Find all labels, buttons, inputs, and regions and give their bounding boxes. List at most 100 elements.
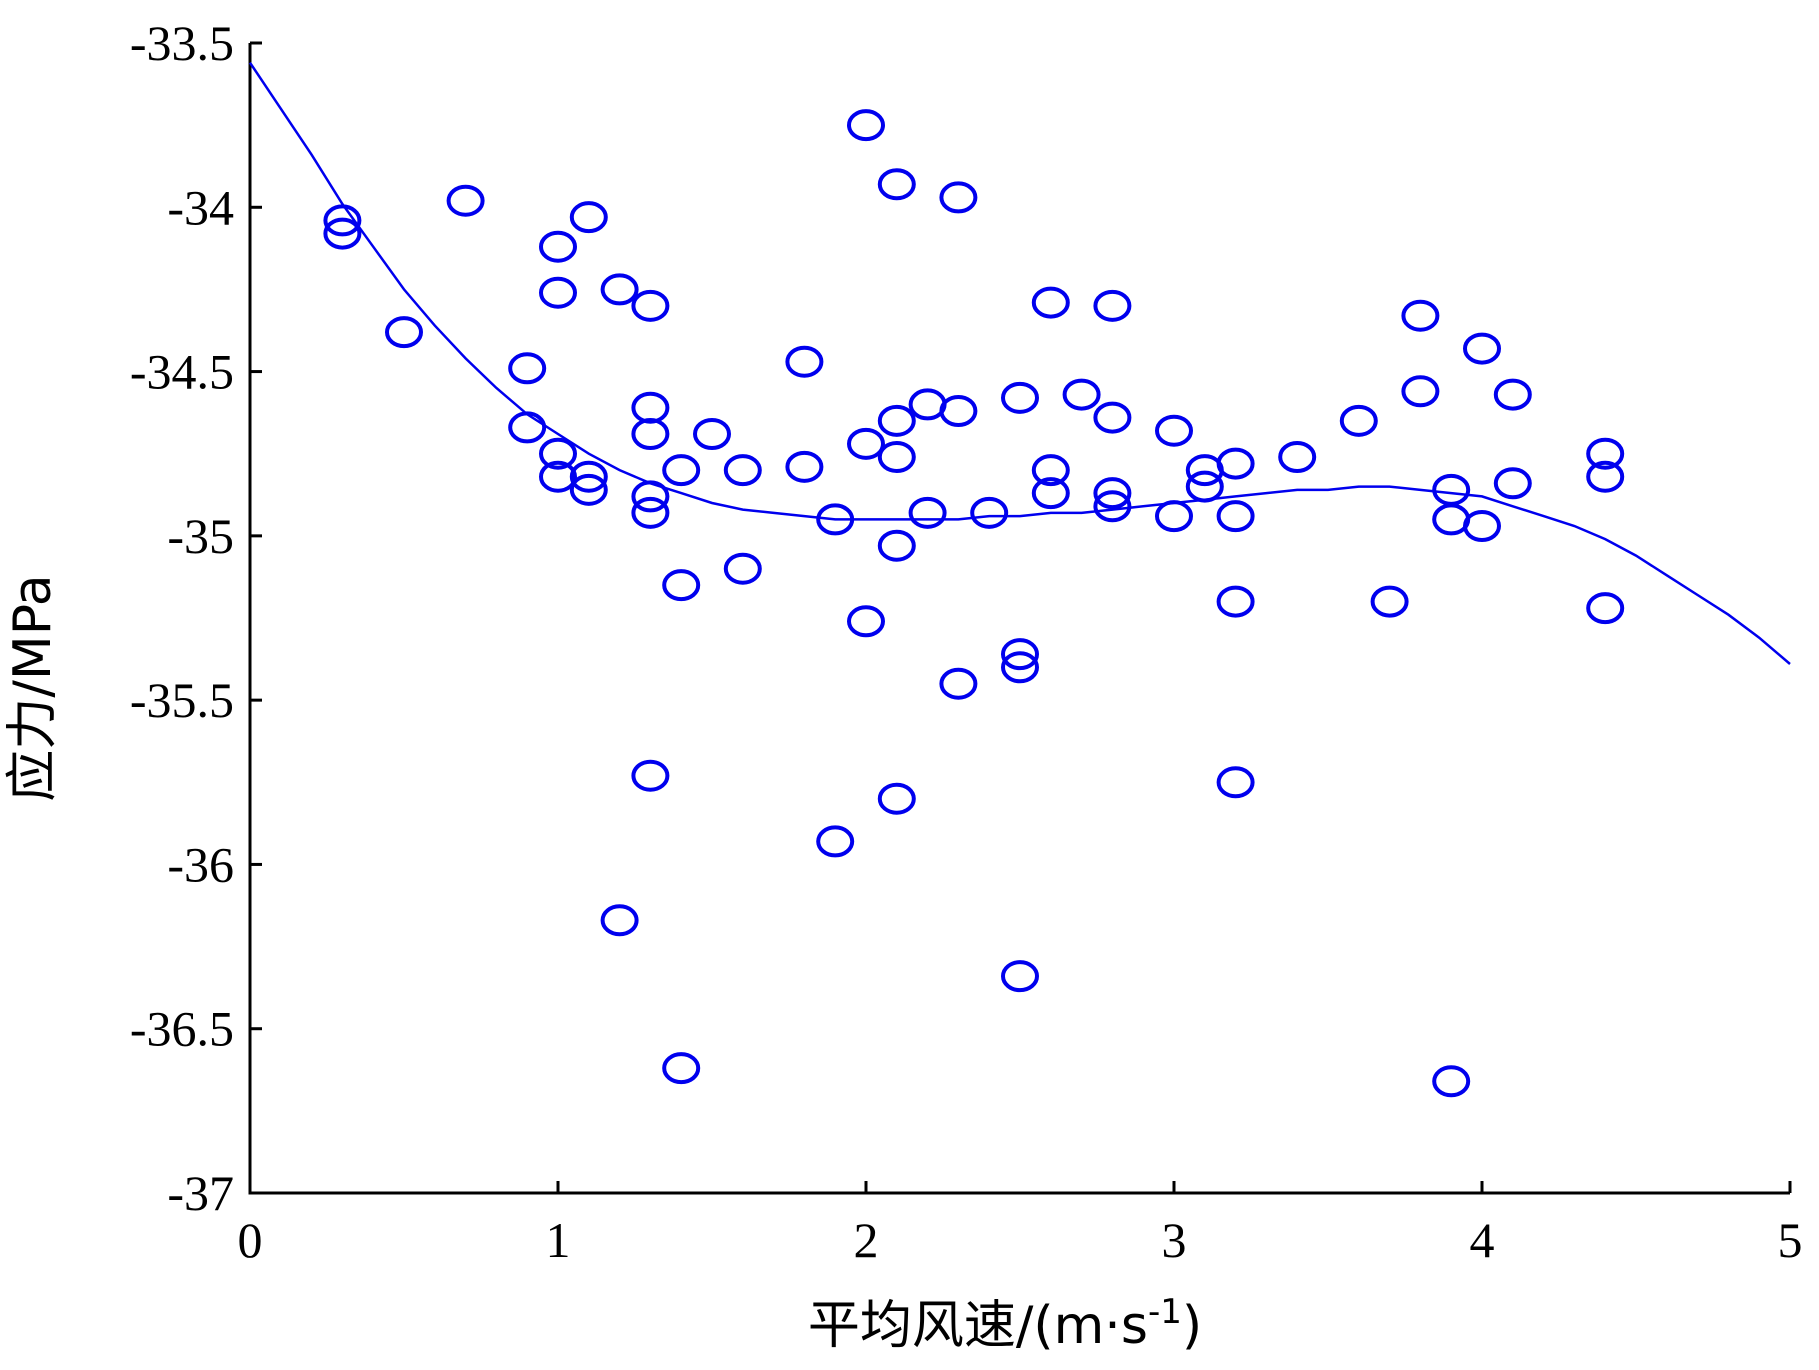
scatter-point (1093, 401, 1132, 434)
fit-curve (248, 62, 1791, 665)
scatter-point (323, 204, 362, 237)
x-axis-ticks: 0 1 2 3 4 5 (238, 1181, 1803, 1268)
scatter-point (600, 273, 639, 306)
scatter-point (1093, 289, 1132, 322)
scatter-point (631, 480, 670, 513)
scatter-points-series (323, 109, 1625, 1098)
y-axis-title: 应力/MPa (3, 574, 63, 801)
scatter-point (1001, 651, 1039, 684)
x-tick-label: 3 (1162, 1212, 1187, 1268)
scatter-point (1031, 286, 1070, 319)
scatter-point (539, 276, 577, 309)
y-tick-label: -34.5 (130, 344, 234, 400)
scatter-point (877, 441, 916, 473)
scatter-point (631, 391, 670, 424)
scatter-point (1278, 441, 1317, 473)
fit-line-series (248, 62, 1791, 665)
scatter-point (1001, 960, 1039, 993)
scatter-point (1370, 585, 1409, 618)
x-axis-title-superscript: -1 (1148, 1292, 1182, 1332)
scatter-point (785, 345, 824, 378)
scatter-point (569, 201, 608, 234)
scatter-point (569, 460, 608, 493)
scatter-point (631, 418, 670, 450)
scatter-point (785, 450, 824, 483)
scatter-point (539, 230, 577, 263)
scatter-point (1216, 447, 1255, 480)
scatter-point (908, 496, 947, 529)
scatter-point (1062, 378, 1101, 411)
scatter-point (693, 418, 731, 450)
y-tick-label: -33.5 (130, 15, 234, 71)
scatter-point (508, 411, 547, 444)
scatter-point (877, 529, 916, 562)
scatter-point (1216, 766, 1255, 799)
y-tick-label: -35.5 (130, 672, 234, 728)
scatter-point (385, 316, 423, 349)
scatter-point (1185, 470, 1224, 503)
scatter-point (1001, 381, 1039, 414)
scatter-point (1185, 454, 1224, 487)
scatter-point (1432, 503, 1471, 536)
y-tick-label: -35 (167, 508, 234, 564)
x-axis-title-close: ) (1182, 1296, 1202, 1356)
y-axis-ticks: -33.5 -34 -34.5 -35 -35.5 -36 -36.5 -37 (130, 15, 262, 1221)
scatter-point (939, 395, 978, 427)
y-tick-label: -34 (167, 179, 234, 235)
x-tick-label: 2 (854, 1212, 879, 1268)
scatter-point (1155, 500, 1193, 533)
scatter-point (939, 667, 978, 700)
scatter-point (1093, 477, 1132, 510)
y-tick-label: -36 (167, 836, 234, 892)
scatter-point (1155, 414, 1193, 447)
scatter-point (1493, 467, 1532, 500)
scatter-point (1001, 638, 1039, 671)
scatter-point (1401, 375, 1440, 408)
scatter-point (631, 496, 670, 529)
scatter-point (723, 552, 762, 585)
scatter-point (539, 460, 577, 493)
scatter-point (662, 569, 701, 602)
scatter-point (847, 605, 885, 638)
scatter-point (908, 388, 947, 421)
scatter-point (1463, 332, 1501, 365)
scatter-point (539, 437, 577, 470)
scatter-point (1493, 378, 1532, 411)
scatter-point (1463, 510, 1501, 542)
x-tick-label: 0 (238, 1212, 263, 1268)
scatter-point (1339, 404, 1378, 437)
x-tick-label: 5 (1778, 1212, 1803, 1268)
scatter-point (970, 496, 1009, 529)
scatter-point (1216, 500, 1255, 533)
scatter-point (816, 825, 855, 858)
x-axis-title-main: 平均风速/(m·s (808, 1296, 1148, 1356)
scatter-point (569, 473, 608, 506)
scatter-point (816, 503, 855, 536)
x-axis-title: 平均风速/(m·s-1) (808, 1292, 1202, 1356)
scatter-point (1432, 473, 1471, 506)
scatter-point (723, 454, 762, 487)
y-tick-label: -36.5 (130, 1001, 234, 1057)
scatter-point (1586, 460, 1625, 493)
scatter-point (631, 759, 670, 792)
scatter-point (662, 1052, 701, 1085)
scatter-point (847, 427, 885, 460)
scatter-point (847, 109, 885, 142)
scatter-point (1586, 592, 1625, 625)
scatter-point (1586, 437, 1625, 470)
scatter-point (877, 404, 916, 437)
scatter-point (1031, 454, 1070, 487)
y-tick-label: -37 (167, 1165, 234, 1221)
scatter-point (1216, 585, 1255, 618)
scatter-point (662, 454, 701, 487)
scatter-point (600, 904, 639, 937)
scatter-point (1031, 477, 1070, 510)
scatter-point (1093, 490, 1132, 523)
scatter-point (1401, 299, 1440, 332)
scatter-point (939, 181, 978, 214)
scatter-point (446, 184, 485, 217)
x-tick-label: 1 (546, 1212, 571, 1268)
plot-area: -33.5 -34 -34.5 -35 -35.5 -36 -36.5 -37 0 1 2 3 4 5 (130, 15, 1803, 1268)
scatter-point (323, 217, 362, 250)
